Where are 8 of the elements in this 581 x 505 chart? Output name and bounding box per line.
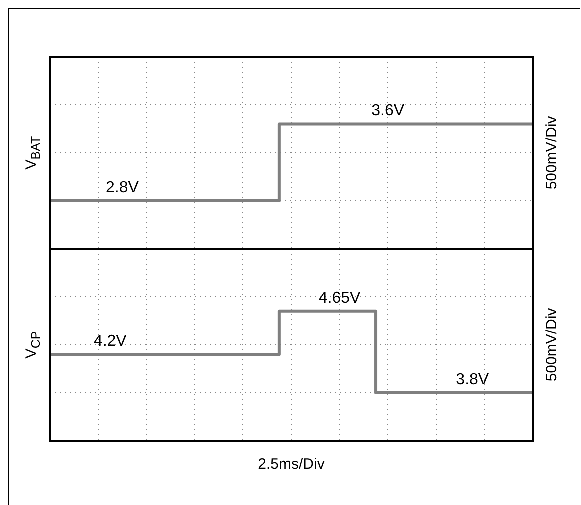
data-label: 3.8V [456,371,490,388]
data-label: 4.2V [94,333,128,350]
data-label: 4.65V [318,290,362,307]
text: 500mV/Div [544,308,560,382]
data-label: 3.6V [372,102,405,120]
x-axis-title: 2.5ms/Div [258,456,325,473]
text: 500mV/Div [544,116,560,190]
data-label: 2.8V [106,179,140,196]
